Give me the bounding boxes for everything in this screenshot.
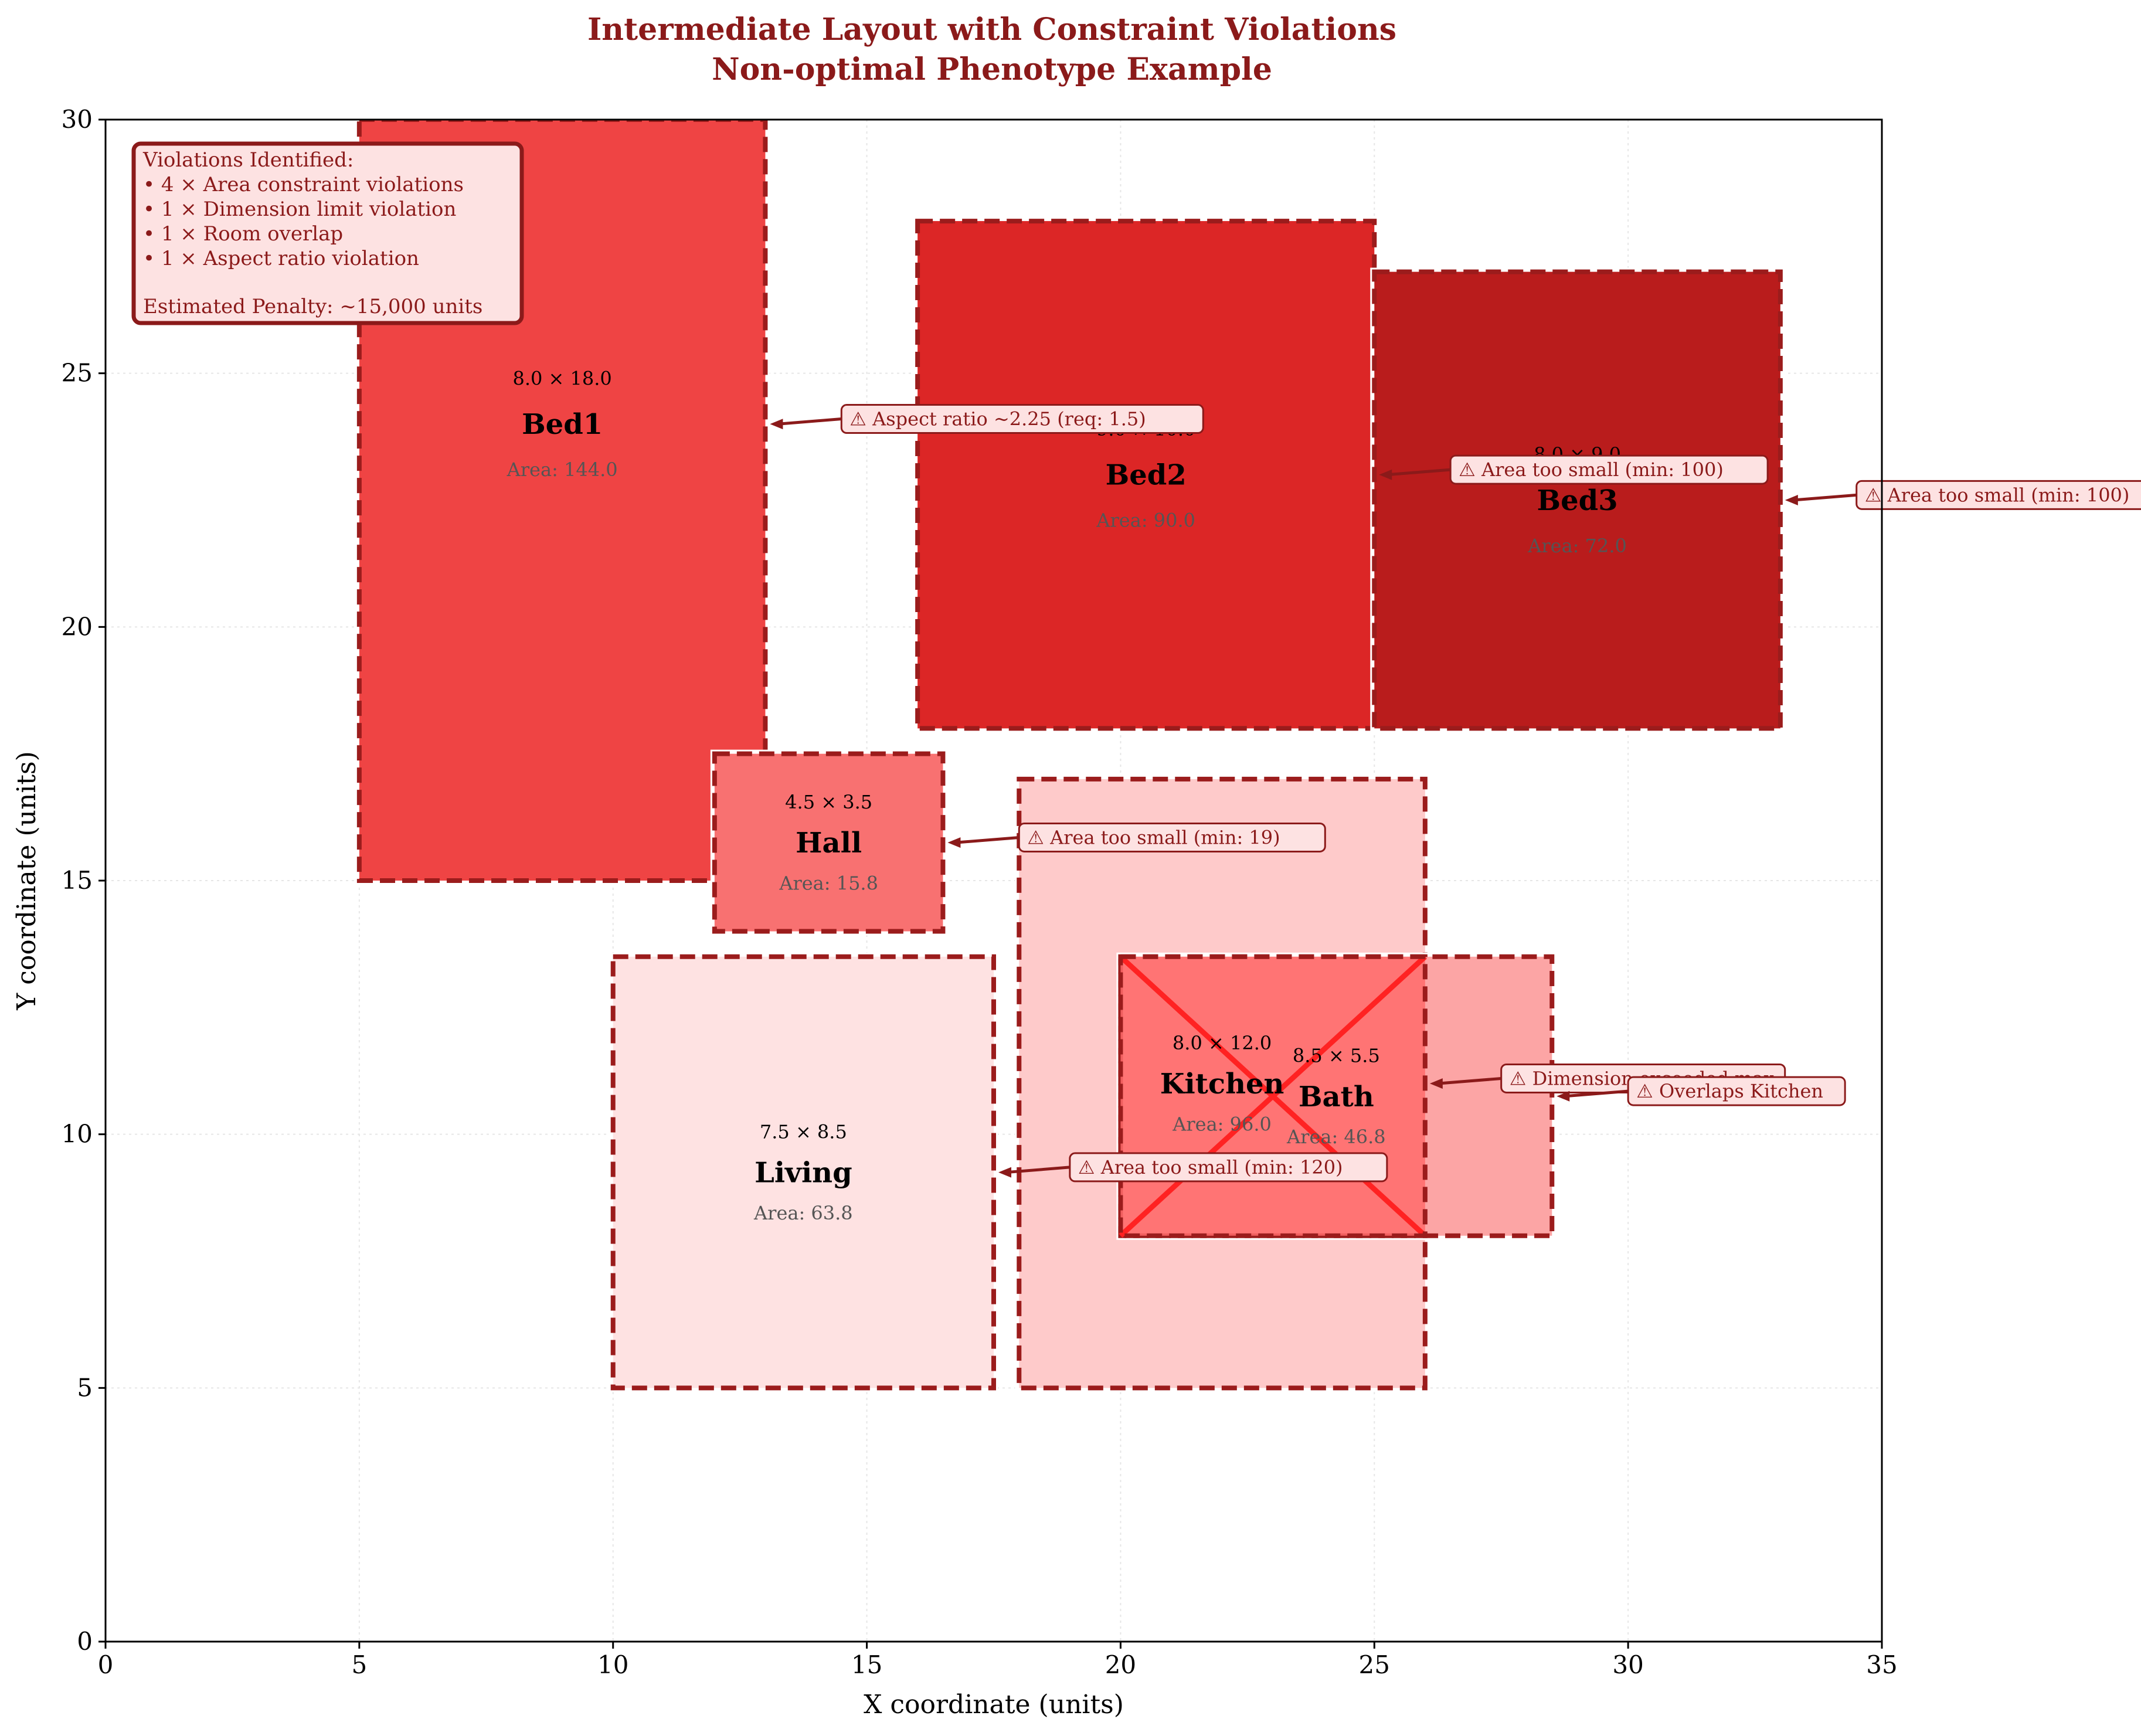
room-bed3 [1372, 269, 1783, 731]
x-tick-label: 15 [851, 1650, 882, 1679]
annotation-arrowhead [947, 837, 961, 848]
overlap-border [1118, 954, 1428, 1238]
violation-item: • 1 × Dimension limit violation [143, 198, 456, 221]
violation-item: • 1 × Room overlap [143, 222, 343, 246]
annotation-arrowhead [770, 419, 783, 430]
annotation-arrowhead [1785, 495, 1798, 505]
room-area: Area: 90.0 [1096, 509, 1195, 532]
room-name: Bed3 [1537, 484, 1618, 517]
annotation-box [1449, 454, 1769, 485]
annotation-arrow [1006, 1166, 1070, 1174]
violation-item: • 4 × Area constraint violations [143, 173, 464, 196]
room-area: Area: 15.8 [779, 872, 878, 894]
room-living [610, 954, 996, 1391]
annotation-text: ⚠ Area too small (min: 100) [1459, 458, 1724, 481]
annotation-text: ⚠ Overlaps Kitchen [1636, 1080, 1823, 1102]
annotation-arrowhead [1557, 1090, 1570, 1102]
y-tick-label: 5 [77, 1373, 93, 1402]
room-bed2 [915, 219, 1377, 731]
annotation-text: ⚠ Aspect ratio ~2.25 (req: 1.5) [849, 408, 1146, 430]
annotation-box [1069, 1152, 1388, 1183]
violations-heading: Violations Identified: [142, 148, 354, 172]
rooms-layer [355, 120, 1785, 1392]
x-tick-label: 10 [597, 1650, 628, 1679]
room-area: Area: 72.0 [1527, 535, 1627, 557]
x-tick-label: 20 [1105, 1650, 1136, 1679]
annotation-arrowhead [1429, 1078, 1443, 1089]
annotation-arrow [1437, 1076, 1501, 1085]
room-name: Bed1 [522, 408, 603, 441]
room-name: Living [755, 1157, 852, 1190]
annotation-box [1855, 480, 2141, 510]
annotation-text: ⚠ Area too small (min: 100) [1865, 484, 2130, 506]
y-tick-label: 30 [62, 105, 93, 134]
violation-item: • 1 × Aspect ratio violation [143, 247, 419, 270]
violations-box-bg [131, 141, 524, 325]
x-tick-label: 5 [351, 1650, 367, 1679]
room-name: Kitchen [1160, 1068, 1284, 1100]
chart-title-line2: Non-optimal Phenotype Example [712, 52, 1272, 87]
room-dimensions: 8.0 × 18.0 [512, 367, 611, 389]
room-area: Area: 144.0 [507, 458, 618, 481]
x-tick-label: 35 [1866, 1650, 1897, 1679]
y-tick-label: 15 [62, 866, 93, 895]
x-axis-label: X coordinate (units) [864, 1690, 1124, 1720]
room-name: Bed2 [1106, 459, 1187, 492]
annotation-box [1018, 822, 1326, 852]
y-tick-label: 25 [62, 359, 93, 388]
room-dimensions: 8.5 × 5.5 [1293, 1045, 1380, 1067]
y-tick-label: 20 [62, 612, 93, 641]
y-axis-label: Y coordinate (units) [12, 751, 42, 1011]
annotation-arrow [956, 835, 1019, 844]
room-hall [712, 751, 946, 934]
annotation-arrowhead [1379, 469, 1392, 480]
y-tick-label: 10 [62, 1120, 93, 1149]
annotation-arrow [1387, 468, 1451, 477]
annotation-box [840, 404, 1204, 434]
annotation-box [1627, 1076, 1846, 1106]
chart-title-line1: Intermediate Layout with Constraint Viol… [587, 12, 1396, 47]
overlap-layer [1118, 954, 1428, 1238]
x-tick-label: 25 [1359, 1650, 1390, 1679]
annotations-layer: ⚠ Aspect ratio ~2.25 (req: 1.5) ⚠ Area to… [770, 404, 2141, 1183]
room-area: Area: 63.8 [753, 1202, 853, 1224]
room-dimensions: 7.5 × 8.5 [760, 1120, 847, 1143]
y-tick-label: 0 [77, 1627, 93, 1656]
annotation-arrow [1793, 493, 1857, 502]
violations-box: Violations Identified: • 4 × Area constr… [131, 141, 524, 325]
annotation-arrow [778, 417, 842, 426]
room-area: Area: 46.8 [1286, 1126, 1386, 1148]
x-tick-label: 0 [98, 1650, 114, 1679]
annotation-arrow [1565, 1089, 1629, 1098]
annotation-text: ⚠ Area too small (min: 120) [1078, 1156, 1343, 1178]
annotation-text: ⚠ Area too small (min: 19) [1027, 826, 1280, 848]
room-area: Area: 96.0 [1172, 1113, 1272, 1135]
annotation-arrowhead [998, 1167, 1011, 1178]
x-tick-label: 30 [1612, 1650, 1643, 1679]
room-name: Hall [796, 827, 862, 859]
room-dimensions: 4.5 × 3.5 [785, 791, 872, 813]
room-dimensions: 8.0 × 12.0 [1173, 1032, 1272, 1054]
overlap-cross-line [1119, 954, 1427, 1238]
axis-ticks: 0 5 10 15 20 25 30 35 0 5 10 15 20 25 30 [62, 105, 1898, 1679]
room-name: Bath [1299, 1081, 1374, 1113]
estimated-penalty: Estimated Penalty: ~15,000 units [143, 295, 482, 318]
